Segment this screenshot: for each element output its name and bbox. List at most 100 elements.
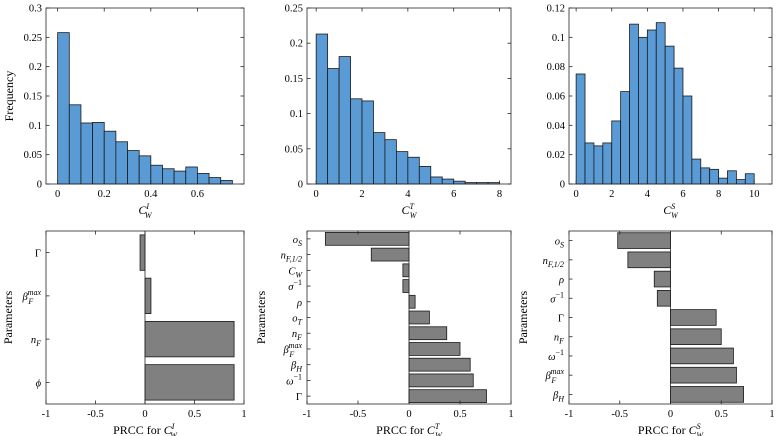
- parameter-label: σ−1: [288, 278, 302, 293]
- y-tick-label: 0: [298, 180, 303, 191]
- histogram-bar: [103, 130, 117, 185]
- prcc-bar: [656, 289, 671, 307]
- histogram-bar: [430, 176, 443, 185]
- histogram-bar: [57, 32, 70, 185]
- x-tick-label: 6: [680, 189, 685, 200]
- x-tick-label: -0.5: [611, 409, 628, 420]
- y-axis-label: Frequency: [2, 71, 16, 122]
- histogram-bar: [611, 120, 622, 185]
- x-tick-label: 0: [55, 189, 60, 200]
- parameter-label: ϕ: [36, 378, 42, 389]
- histogram-bar: [418, 165, 432, 185]
- histogram-bar: [602, 142, 613, 185]
- y-tick-label: 0.04: [547, 121, 566, 132]
- x-tick-label: 0.4: [144, 189, 158, 200]
- x-tick-label: 1: [508, 409, 513, 420]
- histogram-bar: [441, 178, 455, 185]
- prcc-bar: [370, 247, 410, 262]
- parameter-label: ω−1: [548, 348, 564, 363]
- histogram-bar: [138, 155, 152, 185]
- x-tick-label: 0.5: [453, 409, 466, 420]
- parameter-label: nF: [31, 335, 41, 348]
- x-tick-label: 0: [406, 409, 411, 420]
- y-tick-label: 0.15: [24, 92, 42, 103]
- prcc-bar: [408, 389, 487, 403]
- prcc-bar: [408, 357, 471, 372]
- histogram-bar: [744, 173, 755, 185]
- parameter-label: βmax F: [21, 288, 41, 306]
- y-axis-label: Parameters: [516, 291, 530, 345]
- y-tick-label: 0.3: [29, 4, 42, 15]
- prcc-bar: [402, 263, 410, 278]
- histogram-bar: [162, 168, 175, 185]
- parameter-label: oS: [555, 237, 564, 250]
- x-tick-label: 0.5: [715, 409, 728, 420]
- parameter-label: nF: [292, 329, 302, 342]
- x-tick-label: 0.6: [191, 189, 204, 200]
- prcc-bar: [670, 366, 737, 384]
- y-tick-label: 0.06: [547, 92, 565, 103]
- histogram-bar: [593, 145, 604, 185]
- y-axis-label: Parameters: [1, 291, 15, 345]
- histogram-bar: [384, 139, 397, 185]
- x-tick-label: 0: [314, 189, 319, 200]
- prcc-bar: [670, 347, 734, 365]
- prcc-bar: [627, 251, 671, 269]
- histogram-bar: [338, 56, 351, 185]
- y-tick-label: 0: [37, 180, 42, 191]
- parameter-label: Γ: [296, 392, 302, 403]
- x-tick-label: -1: [565, 409, 574, 420]
- histogram-bar: [682, 95, 693, 185]
- x-tick-label: 2: [359, 189, 364, 200]
- y-tick-label: 0.02: [547, 150, 565, 161]
- histogram-bar: [673, 67, 684, 185]
- histogram-bar: [735, 179, 746, 185]
- histogram-bar: [395, 151, 409, 185]
- histogram-bar: [646, 29, 657, 185]
- histogram-bar: [584, 142, 595, 185]
- x-axis-label: CS W: [663, 202, 679, 220]
- prcc-bar: [408, 294, 416, 309]
- histogram-bar: [92, 122, 105, 185]
- histogram-bar: [373, 132, 386, 185]
- histogram-bar: [664, 45, 675, 185]
- prcc-bar: [144, 320, 235, 358]
- y-tick-label: 0.05: [24, 150, 42, 161]
- parameter-label: σ−1: [550, 290, 564, 305]
- histogram-bar: [173, 170, 187, 185]
- y-tick-label: 0.1: [552, 33, 565, 44]
- x-tick-label: 8: [497, 189, 502, 200]
- x-tick-label: -1: [42, 409, 51, 420]
- y-tick-label: 0.15: [285, 74, 303, 85]
- y-tick-label: 0.2: [29, 62, 42, 73]
- prcc-bar: [670, 309, 717, 326]
- y-axis-label: Parameters: [254, 291, 268, 345]
- histogram-bar: [620, 91, 630, 185]
- histogram-bar: [115, 141, 128, 185]
- x-tick-label: -0.5: [87, 409, 104, 420]
- parameter-label: nF,1/2: [281, 251, 302, 264]
- y-tick-label: 0.05: [285, 144, 303, 155]
- y-tick-label: 0.25: [285, 4, 303, 15]
- histogram-bar: [208, 177, 222, 185]
- parameter-label: nF,1/2: [543, 256, 564, 269]
- parameter-label: ω−1: [286, 372, 302, 387]
- prcc-bar: [670, 328, 722, 346]
- prcc-bar: [408, 326, 448, 341]
- histogram-bar: [718, 177, 728, 185]
- prcc-bar: [402, 279, 410, 293]
- axes-box: [306, 7, 512, 185]
- histogram-bar: [68, 104, 82, 185]
- x-tick-label: 0: [573, 189, 578, 200]
- prcc-bar: [408, 342, 461, 356]
- prcc-bar: [324, 232, 410, 246]
- x-tick-label: 8: [716, 189, 721, 200]
- prcc-bar: [617, 232, 671, 249]
- x-tick-label: 1: [769, 409, 774, 420]
- histogram-bar: [220, 180, 233, 185]
- x-axis-label: PRCC for CI W: [113, 422, 178, 436]
- parameter-label: βH: [552, 390, 565, 403]
- x-tick-label: 0.5: [188, 409, 201, 420]
- x-tick-label: 1: [241, 409, 246, 420]
